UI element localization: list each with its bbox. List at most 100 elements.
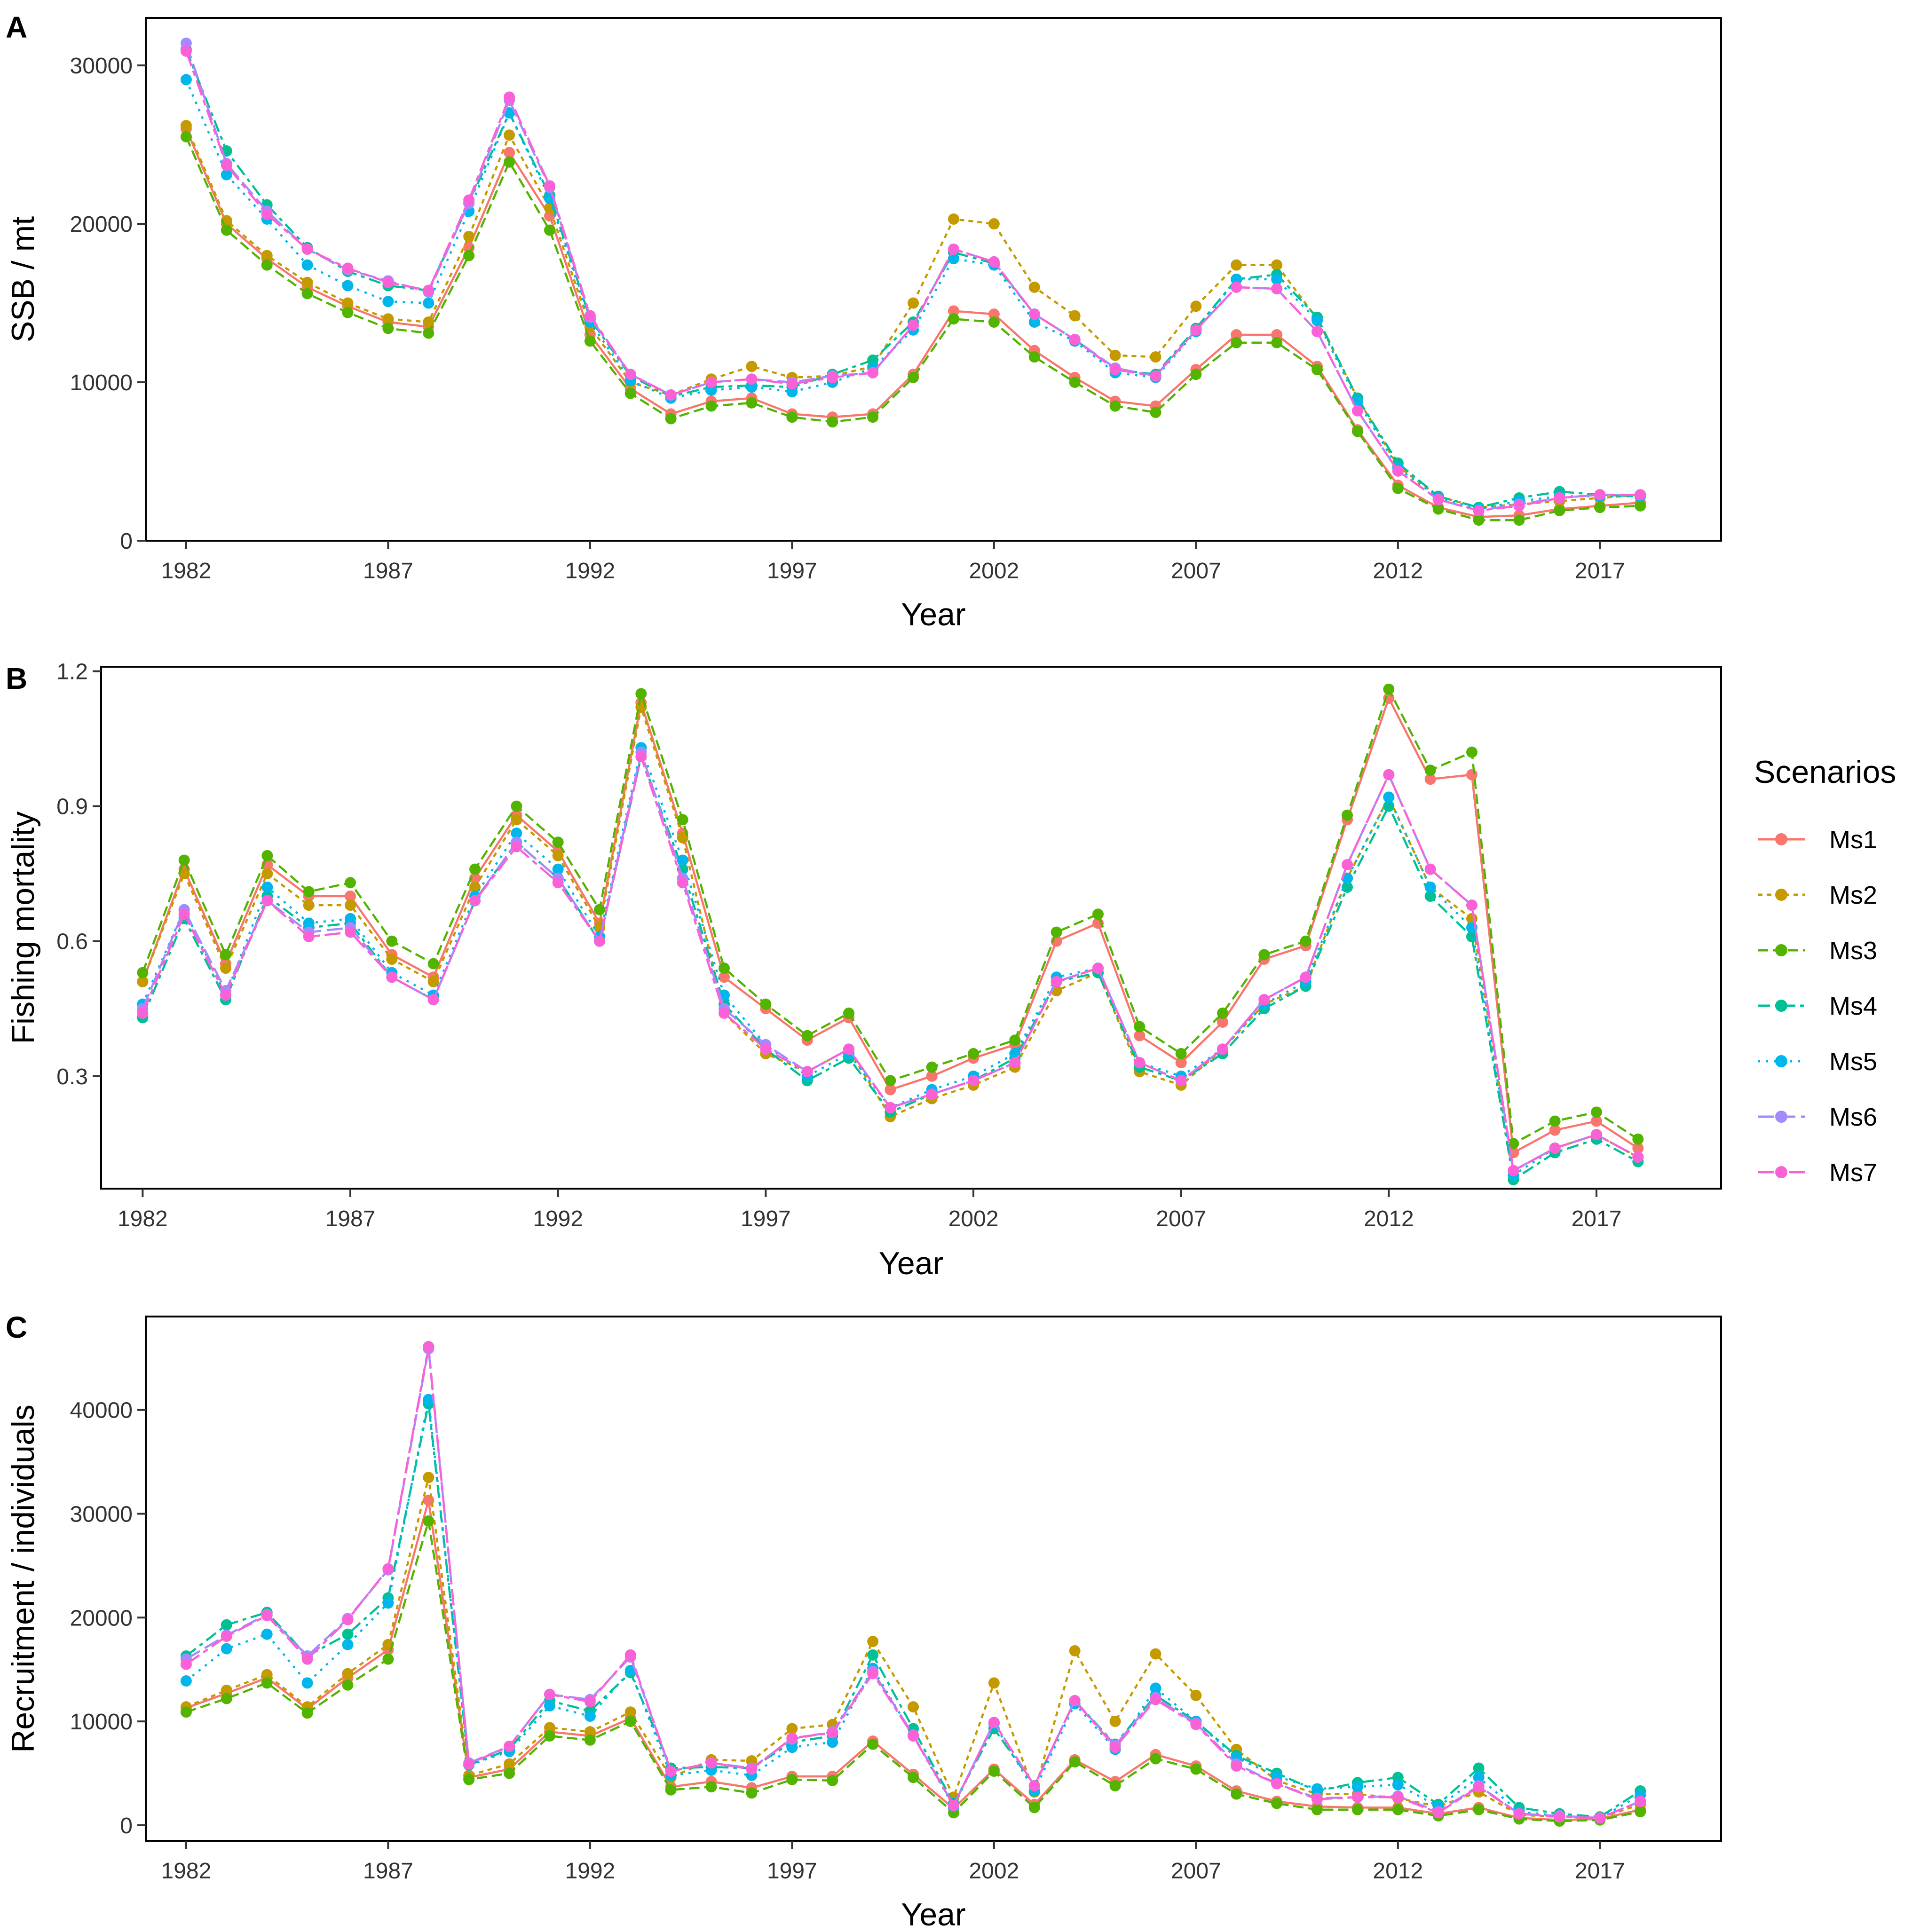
data-point	[1594, 489, 1606, 501]
data-point	[1635, 1796, 1646, 1807]
data-point	[1342, 859, 1353, 871]
data-point	[786, 411, 798, 423]
data-point	[1351, 426, 1363, 437]
data-point	[584, 1734, 596, 1746]
data-point	[908, 1701, 919, 1713]
data-point	[1466, 746, 1478, 758]
data-point	[746, 381, 758, 393]
data-point	[1635, 500, 1646, 512]
plot-frame	[100, 666, 1722, 1190]
data-point	[746, 1763, 758, 1775]
data-point	[624, 1716, 636, 1727]
data-point	[1150, 1648, 1161, 1660]
data-point	[1175, 1075, 1187, 1087]
y-tick-label: 0.3	[56, 1065, 88, 1089]
data-point	[261, 895, 273, 907]
data-point	[221, 1684, 232, 1696]
data-point	[1009, 1057, 1021, 1069]
data-point	[1432, 1807, 1444, 1819]
data-point	[624, 1706, 636, 1718]
data-point	[1190, 1689, 1202, 1701]
x-tick-label: 2012	[1373, 559, 1423, 584]
x-tick-label: 1992	[533, 1207, 583, 1231]
data-point	[221, 1693, 232, 1704]
x-axis-title: Year	[901, 1897, 965, 1932]
data-point	[1594, 502, 1606, 513]
y-axis-title: SSB / mt	[5, 216, 41, 342]
data-point	[1069, 1695, 1081, 1706]
data-point	[301, 1677, 313, 1689]
data-point	[584, 1711, 596, 1722]
data-point	[1092, 962, 1104, 974]
data-point	[988, 218, 1000, 230]
data-point	[1028, 1802, 1040, 1814]
data-point	[504, 129, 515, 141]
series-ms3	[180, 131, 1646, 526]
x-tick-label: 2007	[1171, 1859, 1221, 1884]
data-point	[178, 854, 190, 866]
series-ms7	[180, 1341, 1646, 1824]
legend-key-point	[1775, 833, 1787, 845]
data-point	[469, 895, 481, 907]
data-point	[1392, 1804, 1404, 1815]
data-point	[386, 953, 398, 965]
data-point	[827, 371, 838, 383]
data-point	[988, 256, 1000, 268]
data-point	[1190, 324, 1202, 336]
data-point	[705, 1781, 717, 1793]
x-tick-label: 1997	[767, 1859, 817, 1884]
x-tick-label: 1982	[161, 1859, 212, 1884]
data-point	[1134, 1021, 1146, 1033]
legend-item-ms7: Ms7	[1758, 1159, 1877, 1187]
data-point	[584, 310, 596, 322]
legend-label: Ms1	[1829, 826, 1877, 854]
data-point	[342, 297, 354, 309]
legend-item-ms3: Ms3	[1758, 937, 1877, 965]
data-point	[469, 872, 481, 884]
data-point	[1231, 259, 1242, 271]
data-point	[1258, 949, 1270, 961]
data-point	[303, 899, 315, 911]
legend-label: Ms4	[1829, 992, 1877, 1020]
data-point	[885, 1102, 896, 1113]
legend-key-point	[1775, 1166, 1787, 1178]
data-point	[624, 369, 636, 380]
data-point	[345, 877, 356, 889]
data-point	[968, 1075, 979, 1087]
data-point	[511, 828, 522, 839]
data-point	[1271, 274, 1283, 285]
data-point	[301, 288, 313, 300]
legend-item-ms2: Ms2	[1758, 881, 1877, 909]
data-point	[1217, 1043, 1228, 1055]
data-point	[908, 1730, 919, 1742]
data-point	[423, 327, 435, 339]
data-point	[1231, 274, 1242, 285]
data-point	[342, 1679, 354, 1691]
data-point	[665, 1766, 677, 1777]
y-tick-label: 30000	[70, 54, 133, 79]
data-point	[1312, 1783, 1323, 1795]
data-point	[1271, 337, 1283, 348]
data-point	[867, 1636, 879, 1648]
data-point	[423, 1394, 435, 1405]
legend-item-ms4: Ms4	[1758, 992, 1877, 1020]
data-point	[1591, 1106, 1602, 1118]
data-point	[786, 386, 798, 398]
y-tick-label: 30000	[70, 1502, 133, 1527]
data-point	[988, 308, 1000, 320]
data-point	[180, 131, 192, 142]
data-point	[386, 971, 398, 983]
data-point	[504, 1758, 515, 1770]
data-point	[463, 194, 475, 206]
data-point	[427, 976, 439, 987]
data-point	[1150, 1682, 1161, 1694]
data-point	[1028, 351, 1040, 363]
data-point	[624, 387, 636, 399]
data-point	[786, 1732, 798, 1744]
plot-frame	[145, 17, 1722, 542]
data-point	[221, 1619, 232, 1631]
data-point	[544, 1700, 555, 1711]
data-point	[1312, 315, 1323, 326]
data-point	[261, 208, 273, 220]
